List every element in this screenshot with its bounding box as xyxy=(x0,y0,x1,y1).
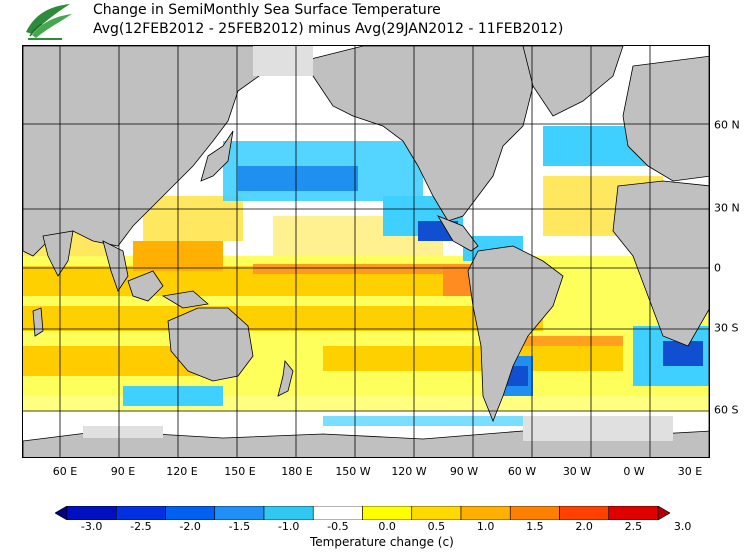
colorbar-bin xyxy=(608,506,659,520)
colorbar-tick-label: 1.5 xyxy=(526,520,544,533)
colorbar-bin xyxy=(559,506,610,520)
colorbar-tick-label: -0.5 xyxy=(327,520,349,533)
colorbar-tick-label: 2.5 xyxy=(624,520,643,533)
map-subtitle: Avg(12FEB2012 - 25FEB2012) minus Avg(29J… xyxy=(93,21,564,37)
graticule-lines xyxy=(23,46,709,457)
colorbar-bin xyxy=(263,506,314,520)
lon-label-90w: 90 W xyxy=(449,465,479,478)
colorbar-arrow-high xyxy=(657,506,670,520)
lon-label-0w: 0 W xyxy=(623,465,645,478)
lat-label-60n: 60 N xyxy=(714,118,740,132)
lat-label-equator: 0 xyxy=(714,261,721,275)
colorbar-bin xyxy=(362,506,413,520)
lat-label-30s: 30 S xyxy=(714,321,739,335)
colorbar-tick-label: 3.0 xyxy=(673,520,692,533)
map-title: Change in SemiMonthly Sea Surface Temper… xyxy=(93,2,441,18)
central-america-landmass xyxy=(437,215,479,252)
sst-change-map xyxy=(22,45,710,458)
lat-label-30n: 30 N xyxy=(714,201,740,215)
japan-landmass xyxy=(200,130,234,182)
colorbar-bin xyxy=(66,506,117,520)
madagascar-landmass xyxy=(32,307,44,337)
colorbar-bin xyxy=(460,506,511,520)
agency-logo-icon xyxy=(26,4,72,40)
sea-ice-layer xyxy=(83,46,673,441)
colorbar-bin xyxy=(214,506,265,520)
africa-landmass xyxy=(612,180,709,347)
lon-label-120e: 120 E xyxy=(166,465,198,478)
colorbar-tick-label: -2.0 xyxy=(179,520,201,533)
colorbar-tick-label: 1.0 xyxy=(476,520,495,533)
temperature-colorbar xyxy=(55,506,670,520)
colorbar-arrow-low xyxy=(55,506,68,520)
greenland-landmass xyxy=(522,46,624,117)
colorbar-tick-label: -1.5 xyxy=(228,520,251,533)
lon-label-30e: 30 E xyxy=(677,465,703,478)
indonesia-landmass xyxy=(127,270,209,309)
colorbar-tick-label: -1.0 xyxy=(277,520,300,533)
colorbar-bin xyxy=(115,506,166,520)
lon-label-30w: 30 W xyxy=(562,465,592,478)
colorbar-tick-label: 0.0 xyxy=(378,520,396,533)
south-america-landmass xyxy=(467,245,564,423)
colorbar-label: Temperature change (c) xyxy=(310,535,454,549)
colorbar-tick-label: -3.0 xyxy=(80,520,103,533)
lon-label-150e: 150 E xyxy=(224,465,256,478)
colorbar-tick-label: 2.0 xyxy=(575,520,593,533)
map-canvas xyxy=(23,46,709,457)
lon-label-150w: 150 W xyxy=(335,465,371,478)
southeast-asia-landmass xyxy=(102,240,129,292)
colorbar-tick-label: 0.5 xyxy=(427,520,446,533)
lon-label-60w: 60 W xyxy=(507,465,537,478)
landmass-layer xyxy=(23,46,709,457)
lon-label-60e: 60 E xyxy=(52,465,78,478)
india-landmass xyxy=(42,230,74,277)
colorbar-bin xyxy=(165,506,216,520)
lon-label-120w: 120 W xyxy=(391,465,427,478)
colorbar-bin xyxy=(312,506,363,520)
lon-label-90e: 90 E xyxy=(110,465,136,478)
colorbar-bin xyxy=(509,506,560,520)
new-zealand-landmass xyxy=(277,360,294,397)
australia-landmass xyxy=(167,307,254,382)
europe-landmass xyxy=(622,55,709,182)
lon-label-180e: 180 E xyxy=(281,465,313,478)
colorbar-tick-label: -2.5 xyxy=(130,520,152,533)
colorbar-bin xyxy=(411,506,462,520)
lat-label-60s: 60 S xyxy=(714,403,739,417)
